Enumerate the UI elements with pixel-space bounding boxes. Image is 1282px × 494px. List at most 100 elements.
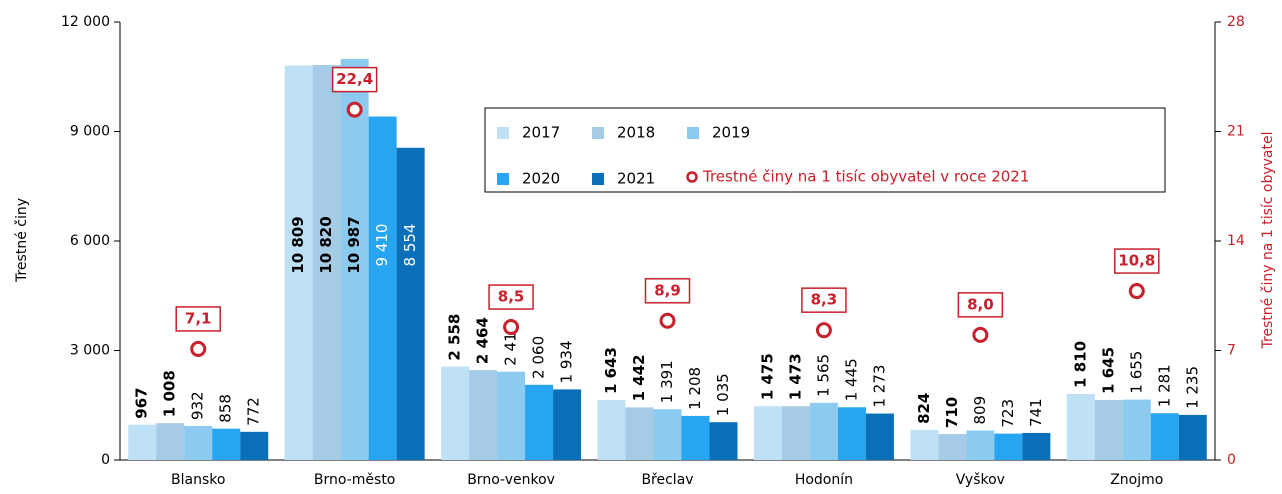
data-label: 2 558 — [446, 314, 464, 361]
legend-label: 2017 — [522, 124, 560, 142]
y-tick-label: 3 000 — [70, 343, 110, 359]
legend-label: 2021 — [617, 170, 655, 188]
bar — [240, 431, 269, 460]
data-label: 1 643 — [602, 347, 620, 394]
data-label: 1 565 — [814, 354, 832, 397]
data-label: 1 645 — [1099, 347, 1117, 394]
x-tick-label: Vyškov — [956, 472, 1005, 488]
data-label: 967 — [133, 387, 151, 418]
bar — [212, 428, 241, 460]
legend-swatch — [687, 127, 699, 139]
data-label: 1 475 — [758, 353, 776, 400]
y-tick-label: 6 000 — [70, 233, 110, 249]
data-label: 1 934 — [558, 340, 576, 383]
data-label: 1 035 — [714, 373, 732, 416]
y2-tick-label: 7 — [1227, 343, 1236, 359]
bar — [809, 402, 838, 460]
data-label-box — [957, 292, 1004, 318]
bar — [753, 406, 782, 460]
data-label: 1 008 — [161, 370, 179, 417]
y2-tick-label: 14 — [1227, 233, 1245, 249]
y-tick-label: 12 000 — [61, 14, 110, 30]
data-label: 2 060 — [530, 336, 548, 379]
data-label: 2 464 — [474, 317, 492, 364]
bar — [525, 384, 554, 460]
data-label: 1 208 — [686, 367, 704, 410]
data-label: 1 442 — [630, 354, 648, 401]
y2-axis-label: Trestné činy na 1 tisíc obyvatel — [1260, 131, 1276, 349]
data-label: 824 — [915, 393, 933, 424]
bar — [837, 407, 866, 460]
bar — [681, 415, 710, 460]
bar — [938, 434, 967, 460]
y-tick-label: 0 — [101, 452, 110, 468]
y2-tick-label: 21 — [1227, 124, 1245, 140]
legend-swatch — [592, 173, 604, 185]
data-label: 8,5 — [498, 288, 525, 306]
x-tick-label: Brno-venkov — [467, 472, 555, 488]
bar — [910, 429, 939, 460]
legend-swatch — [592, 127, 604, 139]
data-label-box — [331, 66, 378, 93]
bar — [156, 423, 185, 460]
bar — [865, 413, 894, 460]
data-label: 8,3 — [811, 291, 838, 309]
data-label: 723 — [999, 399, 1017, 428]
data-label: 10 809 — [289, 216, 307, 273]
legend-label: Trestné činy na 1 tisíc obyvatel v roce … — [702, 168, 1029, 186]
data-label: 10 987 — [345, 216, 363, 273]
data-label: 858 — [217, 394, 235, 423]
bar — [441, 366, 470, 460]
legend-swatch — [497, 173, 509, 185]
x-tick-label: Blansko — [171, 472, 225, 488]
bar — [184, 425, 213, 460]
marker — [190, 340, 207, 357]
bar — [312, 65, 341, 460]
x-tick-label: Hodonín — [795, 472, 853, 488]
bar — [1178, 414, 1207, 460]
data-label-box — [488, 284, 534, 310]
legend-marker — [686, 171, 698, 183]
bar — [625, 407, 654, 460]
data-label: 809 — [971, 396, 989, 425]
data-label: 1 655 — [1127, 351, 1145, 394]
bar — [553, 389, 582, 460]
data-label: 1 810 — [1071, 341, 1089, 388]
bar — [1022, 432, 1051, 460]
data-label: 772 — [245, 397, 263, 426]
data-label: 1 473 — [786, 353, 804, 400]
y2-tick-label: 28 — [1227, 14, 1245, 30]
marker — [346, 101, 363, 118]
bar — [709, 422, 738, 460]
data-label: 1 445 — [842, 358, 860, 401]
data-label: 10,8 — [1118, 252, 1155, 270]
bar — [340, 58, 369, 461]
bar — [653, 409, 682, 460]
data-label-box — [801, 287, 847, 313]
marker — [815, 322, 832, 339]
x-tick-label: Znojmo — [1110, 472, 1163, 488]
x-tick-label: Brno-město — [314, 472, 395, 488]
bar — [994, 433, 1023, 460]
bar — [368, 116, 397, 460]
y-axis-label: Trestné činy — [14, 198, 30, 283]
legend-label: 2020 — [522, 170, 560, 188]
data-label: 8 554 — [401, 224, 419, 267]
bar — [396, 147, 425, 461]
data-label: 932 — [189, 391, 207, 420]
data-label-box — [644, 278, 691, 304]
bar — [597, 400, 626, 460]
data-label: 741 — [1027, 398, 1045, 427]
legend-label: 2018 — [617, 124, 655, 142]
legend-label: 2019 — [712, 124, 750, 142]
data-label-box — [1114, 248, 1160, 274]
data-label: 22,4 — [336, 70, 373, 88]
data-label: 1 281 — [1155, 364, 1173, 407]
bar — [966, 430, 995, 460]
bar — [497, 371, 526, 460]
data-label: 9 410 — [373, 224, 391, 267]
bar — [1122, 399, 1151, 460]
bar — [128, 424, 157, 460]
data-label: 8,0 — [967, 295, 994, 313]
